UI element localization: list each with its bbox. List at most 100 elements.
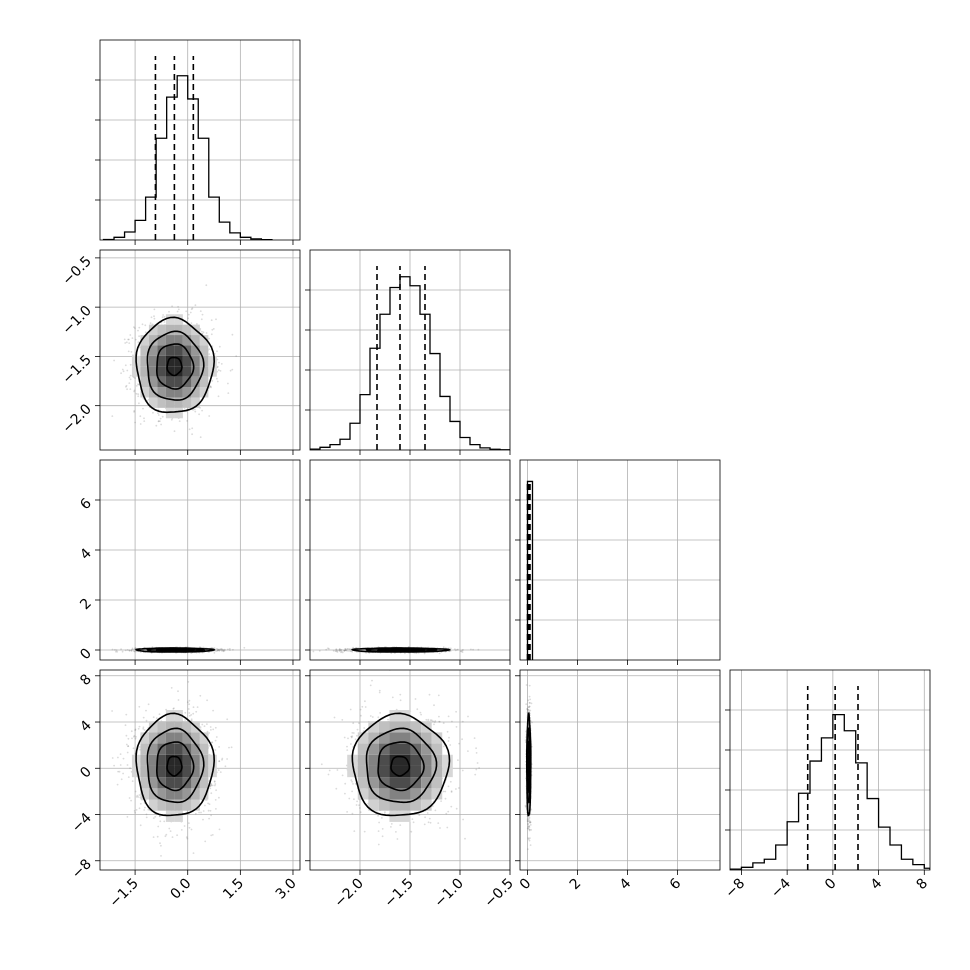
p4_vs_p2-point [346,745,348,748]
p2_vs_p1-point [138,402,140,405]
p4_vs_p1-point [152,817,155,819]
p4_x-label-0: −8 [722,876,748,902]
p4_vs_p1-point [134,790,137,793]
p2_vs_p1-point [212,328,215,330]
p4_hist-frame [729,669,931,871]
p4_vs_p2-point [356,734,358,737]
p4_vs_p2-point [428,693,431,696]
p4_vs_p1-point [192,852,195,854]
p4_vs_p3-point [528,828,531,831]
p2_vs_p1-point [205,332,208,334]
p2_vs_p1-point [183,408,186,410]
p4_vs_p1-point [207,802,210,805]
p4_vs_p2-point [444,797,447,800]
p4_vs_p2-point [448,736,450,739]
p3_vs_p2-density-cell [357,650,369,651]
p4_vs_p2-point [359,807,361,809]
p3_vs_p2-point [328,647,330,650]
p3_vs_p1-point [133,650,136,653]
p3_vs_p2-point [336,649,339,652]
p4_vs_p2-point [351,812,354,815]
p4_vs_p1-point [208,817,211,820]
p2_vs_p1-point [157,412,159,415]
p4_vs_p3-point [528,705,531,708]
p2_vs_p1-point [143,417,145,420]
p4_vs_p2-density-cell [378,799,390,811]
p2_vs_p1-point [121,368,124,371]
p4_vs_p2-point [439,827,441,829]
p4_vs_p1-point [139,824,142,827]
p4_vs_p2-point [446,826,449,829]
p2_vs_p1-density-cell [157,387,166,398]
p4_vs_p3-point [528,695,531,698]
p3_vs_p2-point [343,650,346,652]
p2_vs_p1-point [137,341,140,344]
p2_vs_p1-point [173,430,176,433]
p4_vs_p1-point [218,746,221,748]
p4_vs_p2-point [434,809,437,812]
p4_vs_p1-density-cell [140,788,149,800]
p2_vs_p1-density-cell [157,345,166,356]
p2_vs_p1-density-cell [182,355,192,367]
p4_vs_p1-point [119,764,122,766]
p4_vs_p2-point [359,708,362,711]
p3_vs_p2-point [449,647,452,650]
p4_vs_p2-point [461,738,463,741]
p2_vs_p1-point [159,417,162,420]
p2_vs_p1-point [161,415,164,418]
p2_vs_p1-density-cell [148,355,158,367]
p4_vs_p2-density-cell [389,765,400,778]
p4_vs_p2-point [364,700,366,703]
p4_x-label-1: −4 [768,875,794,901]
p3_vs_p1-point [217,649,220,651]
p4_vs_p3-point [526,819,529,822]
p2_vs_p1-density-cell [165,335,175,346]
p3_vs_p1-point [190,652,193,654]
p4_vs_p1-point [202,810,205,812]
p2_vs_p1-point [126,369,129,372]
p4_vs_p1-density-cell [208,754,217,766]
p4_vs_p1-point [184,719,187,721]
p4_vs_p2-density-cell [357,743,369,755]
p2_vs_p1-density-cell [182,335,192,346]
p4_vs_p2-point [428,817,431,820]
p4_vs_p2-point [475,747,477,750]
p4_vs_p1-density-cell [199,765,209,778]
p4_vs_p2-point [416,708,419,711]
p4_vs_p1-point [129,767,132,770]
p2_vs_p1-point [137,393,140,396]
p4_vs_p2-point [455,726,458,728]
p4_vs_p1-density-cell [131,765,141,778]
p3_vs_p1-point [218,649,221,652]
p4_vs_p2-point [461,720,464,723]
p4_vs_p2-point [429,719,432,722]
p4_vs_p2-point [432,720,434,723]
p4_vs_p1-point [144,806,146,809]
p3_vs_p1-point [223,649,226,652]
p4_vs_p3-density-cell [528,810,530,822]
p4_vs_p2-point [364,706,367,708]
p4_vs_p3-point [525,684,528,686]
p4_vs_p1-density-cell [140,732,149,744]
p4_vs_p2-density-cell [378,788,390,800]
p4_vs_p2-contour-0 [351,712,451,817]
p4_hist-plot-area [730,670,930,870]
p3_vs_p1-point [131,647,134,650]
p2_vs_p1-point [120,372,122,375]
p4_vs_p1-point [143,729,146,731]
p4_vs_p2-point [347,737,349,740]
p4_vs_p1-contour-1 [146,727,205,804]
p4_vs_p1-density-cell [140,777,149,789]
p4_vs_p2-point [348,797,351,800]
p2_vs_p1-density-cell [174,407,183,419]
p2_vs_p1-point [127,350,130,353]
p4_vs_p2-density-cell [368,743,379,755]
p3_vs_p2-point [312,650,315,653]
p4_vs_p1-density-cell [157,732,166,744]
p3_vs_p2-point [404,652,406,655]
p4_vs_p2-point [451,720,453,723]
p4_vs_p1-point [164,835,167,838]
p4_vs_p1-point [192,706,195,709]
p4_vs_p2-point [455,788,457,790]
p3_vs_p1-point [120,648,122,651]
